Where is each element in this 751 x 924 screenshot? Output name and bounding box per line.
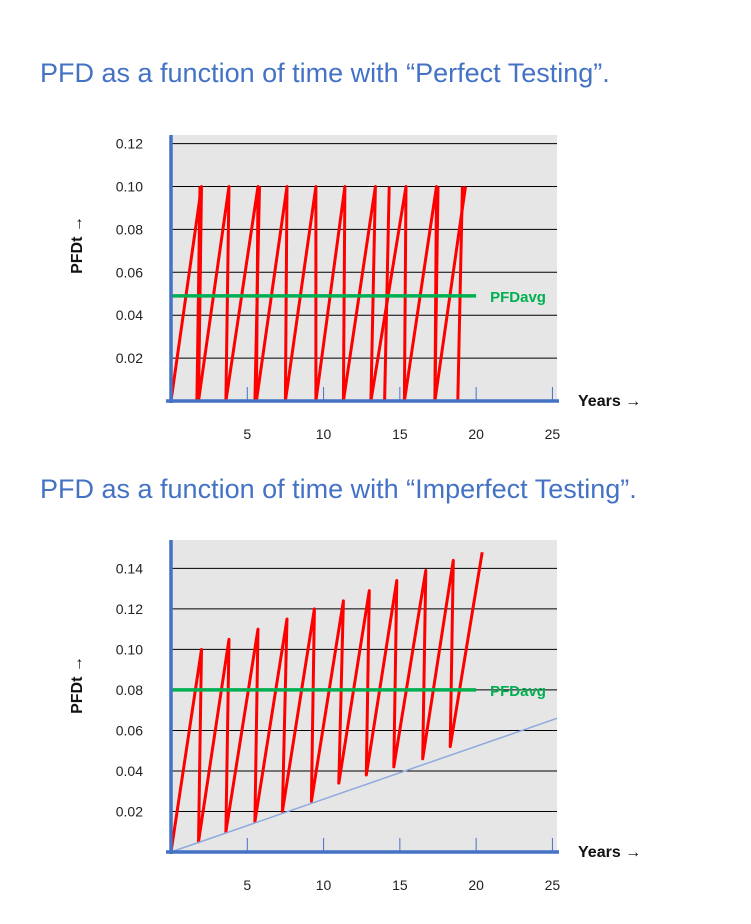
- sawtooth-line: [456, 186, 464, 402]
- x-tick-label: 10: [316, 877, 332, 893]
- sawtooth-line: [169, 185, 467, 403]
- tick-labels: 0.02 0.04 0.06 0.08 0.10 0.12 5 10 15 20 25: [116, 136, 561, 442]
- y-tick-label: 0.02: [116, 350, 143, 366]
- y-tick-label: 0.12: [116, 601, 143, 617]
- chart-perfect-testing: PFDavg 0.02 0.04 0.06 0.08 0.10 0.12 5 10 15 20 25…: [69, 135, 641, 442]
- y-tick-label: 0.12: [116, 136, 143, 152]
- pfdavg-label: PFDavg: [490, 683, 546, 700]
- x-tick-label: 25: [545, 877, 561, 893]
- x-tick-marks: [246, 838, 553, 852]
- series-layer: PFDavg: [169, 185, 546, 403]
- x-tick-label: 15: [392, 426, 408, 442]
- tick-labels: 0.02 0.04 0.06 0.08 0.10 0.12 0.14 5 10 15 20 25: [116, 560, 561, 893]
- chart-title-perfect-testing: PFD as a function of time with “Perfect …: [40, 58, 610, 88]
- pfdavg-label: PFDavg: [490, 289, 546, 306]
- x-tick-label: 20: [468, 877, 484, 893]
- y-tick-label: 0.14: [116, 560, 143, 576]
- x-axis-label: Years →: [578, 844, 641, 861]
- x-tick-label: 25: [545, 426, 561, 442]
- y-axis-label: PFDt →: [69, 656, 86, 714]
- x-tick-marks: [246, 387, 553, 401]
- y-tick-label: 0.08: [116, 221, 143, 237]
- plot-area: [171, 540, 557, 852]
- y-tick-label: 0.06: [116, 264, 143, 280]
- trend-line: [170, 717, 558, 853]
- series-layer: PFDavg: [169, 551, 558, 853]
- sawtooth-line: [433, 186, 440, 402]
- sawtooth-line: [383, 186, 391, 402]
- x-axis-label: Years →: [578, 393, 641, 410]
- y-tick-label: 0.10: [116, 178, 143, 194]
- y-tick-label: 0.04: [116, 307, 143, 323]
- chart-imperfect-testing: PFDavg 0.02 0.04 0.06 0.08 0.10 0.12 0.14 5 10 15…: [69, 540, 641, 893]
- y-tick-label: 0.08: [116, 682, 143, 698]
- y-tick-label: 0.02: [116, 803, 143, 819]
- x-tick-label: 10: [316, 426, 332, 442]
- y-tick-label: 0.04: [116, 763, 143, 779]
- y-tick-label: 0.10: [116, 641, 143, 657]
- x-tick-label: 15: [392, 877, 408, 893]
- x-tick-label: 5: [243, 877, 251, 893]
- sawtooth-line: [253, 186, 261, 402]
- x-tick-label: 20: [468, 426, 484, 442]
- sawtooth-line: [169, 551, 484, 853]
- x-tick-label: 5: [243, 426, 251, 442]
- y-axis-label: PFDt →: [69, 216, 86, 274]
- chart-title-imperfect-testing: PFD as a function of time with “Imperfec…: [40, 474, 637, 504]
- sawtooth-line: [195, 186, 202, 402]
- y-tick-label: 0.06: [116, 722, 143, 738]
